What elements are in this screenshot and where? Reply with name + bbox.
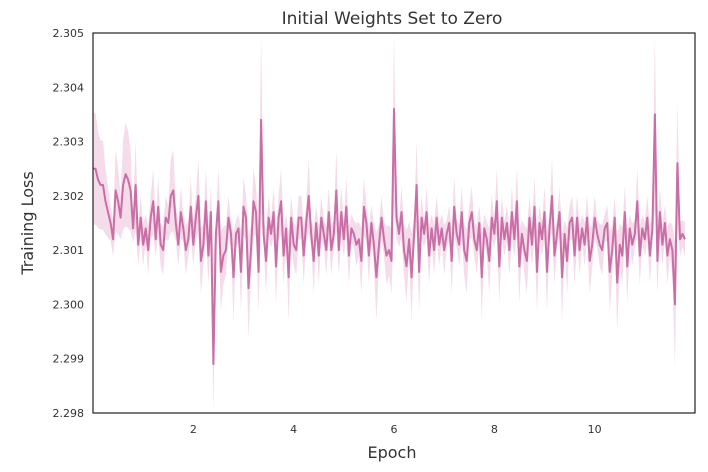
y-tick-label: 2.305 — [53, 27, 85, 40]
x-tick-label: 10 — [588, 423, 602, 436]
y-tick-label: 2.300 — [53, 298, 85, 311]
chart-title: Initial Weights Set to Zero — [282, 9, 503, 29]
y-axis-label: Training Loss — [18, 171, 37, 275]
x-tick-label: 8 — [491, 423, 498, 436]
y-tick-labels: 2.298 2.299 2.300 2.301 2.302 2.303 2.304 2.305 — [53, 27, 85, 420]
y-tick-label: 2.302 — [53, 190, 85, 203]
series-line — [93, 108, 686, 366]
x-tick-label: 2 — [190, 423, 197, 436]
series-line-layer — [93, 108, 686, 366]
x-axis-label: Epoch — [368, 443, 417, 462]
y-tick-label: 2.301 — [53, 244, 85, 257]
y-tick-label: 2.304 — [53, 81, 85, 94]
y-tick-label: 2.299 — [53, 353, 85, 366]
y-tick-label: 2.303 — [53, 136, 85, 149]
plot-frame — [92, 32, 696, 414]
x-tick-labels: 2 4 6 8 10 — [190, 423, 602, 436]
x-tick-label: 6 — [391, 423, 398, 436]
x-tick-label: 4 — [290, 423, 297, 436]
y-tick-label: 2.298 — [53, 407, 85, 420]
